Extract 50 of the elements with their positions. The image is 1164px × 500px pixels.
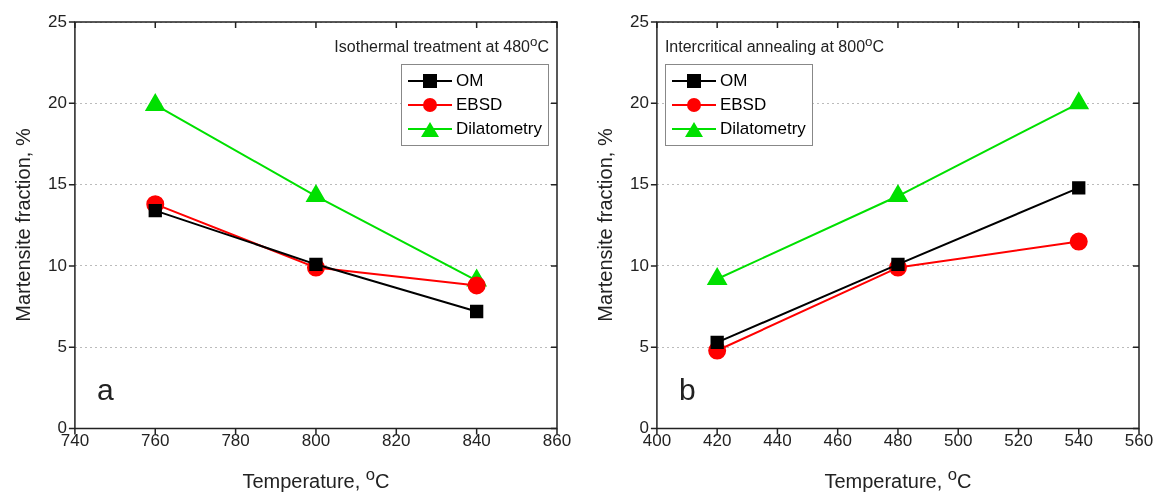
x-tick-label: 860 — [542, 431, 572, 451]
legend-label: Dilatometry — [456, 119, 542, 139]
y-tick-label: 20 — [47, 93, 67, 113]
legend-label: EBSD — [456, 95, 503, 115]
x-tick-label: 500 — [944, 431, 973, 451]
annotation: a — [96, 372, 114, 407]
y-tick-label: 15 — [629, 174, 649, 194]
legend-label: EBSD — [719, 95, 767, 115]
y-tick-label: 10 — [47, 255, 67, 275]
x-tick-label: 520 — [1004, 431, 1033, 451]
y-axis-title: Martensite fraction, % — [11, 128, 35, 323]
y-tick-label: 5 — [639, 336, 649, 356]
legend-label: OM — [719, 71, 748, 91]
point — [710, 335, 724, 350]
y-tick-label: 25 — [47, 11, 67, 31]
x-tick-label: 420 — [702, 431, 732, 451]
x-tick-label: 780 — [221, 431, 250, 451]
y-tick-label: 5 — [57, 336, 67, 356]
x-tick-label: 760 — [141, 431, 170, 451]
point — [467, 276, 486, 295]
x-tick-label: 460 — [823, 431, 852, 451]
y-tick-label: 25 — [629, 11, 649, 31]
x-tick-label: 800 — [301, 431, 331, 451]
legend-label: Dilatometry — [719, 119, 806, 139]
y-tick-label: 20 — [629, 93, 649, 113]
point — [148, 204, 162, 218]
annotation: Intercritical annealing at 800$^{o}$C — [664, 34, 885, 57]
y-tick-label: 15 — [47, 174, 67, 194]
point — [306, 185, 326, 203]
annotation: b — [678, 372, 696, 407]
point — [309, 257, 323, 271]
x-axis-title: Temperature, $^{o}$C — [824, 464, 972, 493]
point — [888, 185, 908, 203]
y-axis-title: Martensite fraction, % — [593, 128, 617, 323]
x-tick-label: 560 — [1124, 431, 1154, 451]
point — [145, 93, 165, 111]
x-tick-label: 440 — [763, 431, 792, 451]
point — [891, 257, 905, 271]
point — [1069, 92, 1089, 110]
point — [1069, 232, 1088, 251]
x-axis-title: Temperature, $^{o}$C — [242, 464, 390, 493]
legend-label: OM — [456, 71, 484, 91]
annotation: Isothermal treatment at 480$^{o}$C — [334, 34, 549, 57]
point — [470, 304, 484, 319]
x-tick-label: 540 — [1064, 431, 1093, 451]
x-tick-label: 480 — [883, 431, 913, 451]
x-tick-label: 840 — [462, 431, 491, 451]
point — [1072, 181, 1086, 195]
y-tick-label: 10 — [629, 255, 649, 275]
x-tick-label: 820 — [382, 431, 411, 451]
